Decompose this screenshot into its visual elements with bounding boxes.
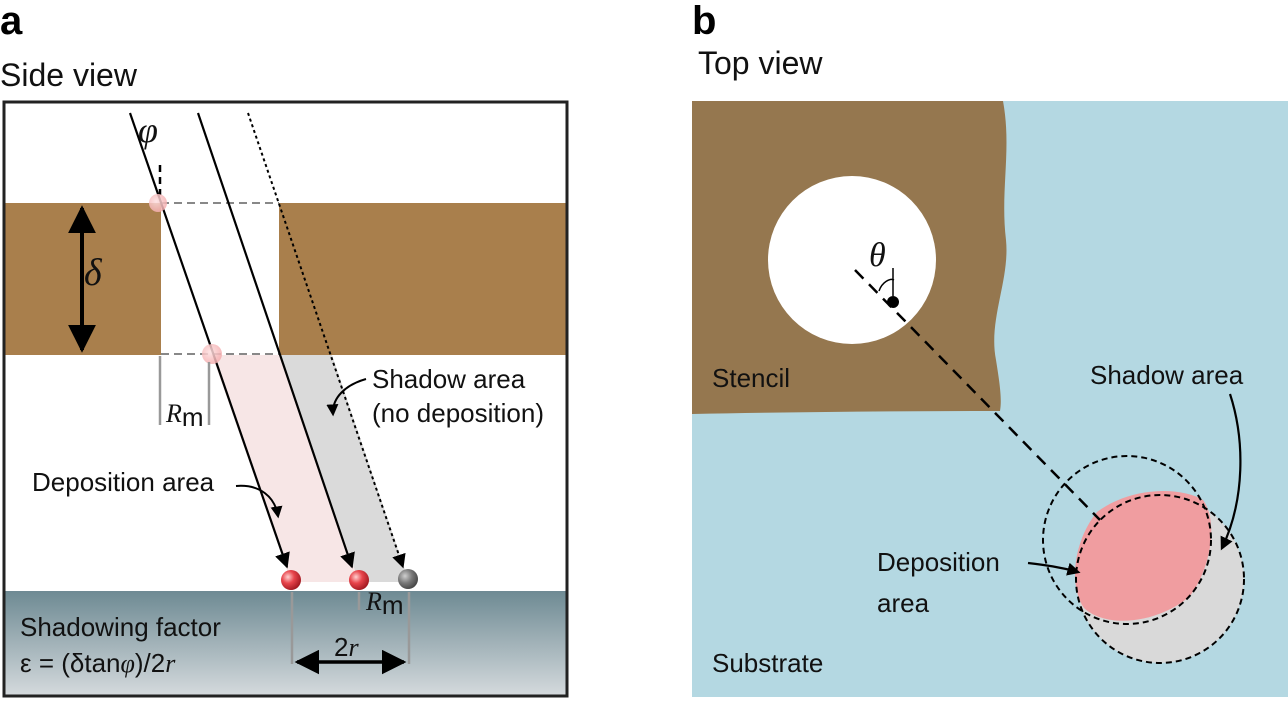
substrate-side: [4, 591, 567, 696]
shadow-area-label-line1: Shadow area: [372, 364, 526, 394]
shadow-area-pointer-top: [1220, 393, 1242, 551]
shadow-area-label-line2: (no deposition): [372, 398, 544, 428]
beam-line-2: [196, 112, 355, 569]
delta-symbol: δ: [84, 252, 103, 294]
panel-b-title: Top view: [698, 45, 823, 81]
substrate-label: Substrate: [712, 648, 823, 678]
shadow-outline-circle: [1075, 494, 1245, 664]
deposition-pointer-top: [1027, 561, 1081, 576]
aperture-particle-bottom: [202, 344, 222, 364]
projected-aperture-circle: [1042, 455, 1212, 625]
stencil-aperture: [768, 176, 936, 344]
top-view-panel: [692, 101, 1288, 697]
panel-b-letter: b: [692, 0, 716, 43]
rm-label-bottom: Rm: [365, 587, 404, 620]
shadow-area-label-top: Shadow area: [1090, 360, 1244, 390]
deposition-label-line1: Deposition: [877, 547, 1000, 577]
rm-bracket-top: [158, 356, 211, 425]
shadow-beam: [279, 355, 409, 582]
shadow-area-pointer: [326, 378, 367, 417]
theta-symbol: θ: [869, 237, 886, 274]
panel-a-letter: a: [0, 0, 23, 43]
shadowing-factor-title: Shadowing factor: [20, 612, 221, 642]
projection-dashed-line: [854, 269, 1101, 521]
deposited-particle-1: [281, 570, 301, 590]
stencil-right-block: [279, 203, 567, 355]
aperture-center-dot: [887, 296, 899, 308]
side-view-frame: [2, 100, 569, 698]
stencil-label: Stencil: [712, 363, 790, 393]
shadowed-particle: [398, 569, 418, 589]
deposition-area-label: Deposition area: [32, 467, 215, 497]
side-view-panel: [4, 102, 567, 696]
deposition-beam: [212, 355, 359, 582]
two-r-bracket: [290, 592, 411, 664]
beam-line-dotted: [247, 112, 406, 569]
rm-label-top: Rm: [165, 399, 204, 432]
shadowing-factor-equation: ε = (δtanφ)/2r: [20, 648, 176, 678]
aperture-particle-top: [149, 194, 167, 212]
deposition-area-pointer: [235, 484, 283, 519]
two-r-label: 2r: [334, 632, 359, 662]
deposition-label-line2: area: [877, 588, 930, 618]
deposited-particle-2: [349, 570, 369, 590]
deposition-area-region: [1075, 490, 1212, 621]
panel-a-title: Side view: [0, 57, 138, 93]
phi-symbol: φ: [138, 110, 158, 150]
